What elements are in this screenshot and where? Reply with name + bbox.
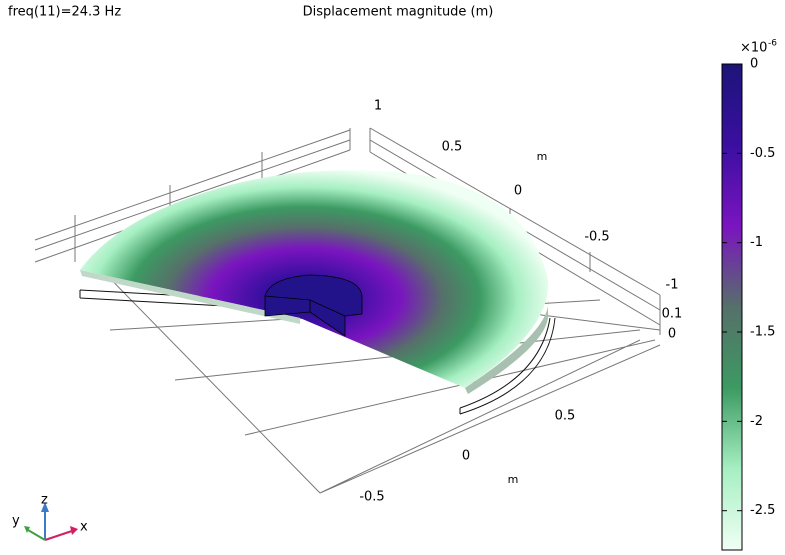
triad-z: z [41, 493, 48, 508]
x-tick-label: 0 [462, 449, 470, 464]
colorbar-tick-label: -1 [750, 235, 763, 250]
y-tick-label: -1 [666, 278, 679, 293]
y-axis-label: m [537, 150, 548, 163]
colorbar-tick-label: 0 [750, 57, 758, 72]
x-tick-label: 0.5 [555, 409, 576, 424]
colorbar [721, 63, 743, 551]
z-tick-label: 0.1 [662, 307, 683, 322]
y-tick-label: 0 [514, 184, 522, 199]
y-tick-label: -0.5 [584, 230, 609, 245]
y-tick-label: 1 [374, 99, 382, 114]
triad-y: y [12, 514, 20, 529]
inner-cylinder [264, 274, 363, 337]
colorbar-multiplier: ×10 [740, 41, 767, 56]
triad [24, 502, 78, 541]
annotation: freq(11)=24.3 Hz [8, 5, 121, 20]
colorbar-tick-label: -2.5 [750, 503, 775, 518]
colorbar-tick-label: -0.5 [750, 146, 775, 161]
x-axis-label: m [508, 473, 519, 486]
z-tick-label: 0 [668, 327, 676, 342]
x-tick-label: -0.5 [359, 490, 384, 505]
colorbar-tick-label: -1.5 [750, 325, 775, 340]
colorbar-exponent: -6 [768, 39, 777, 49]
title: Displacement magnitude (m) [303, 5, 494, 20]
colorbar-tick-label: -2 [750, 414, 763, 429]
y-tick-label: 0.5 [442, 140, 463, 155]
triad-x: x [80, 520, 88, 535]
